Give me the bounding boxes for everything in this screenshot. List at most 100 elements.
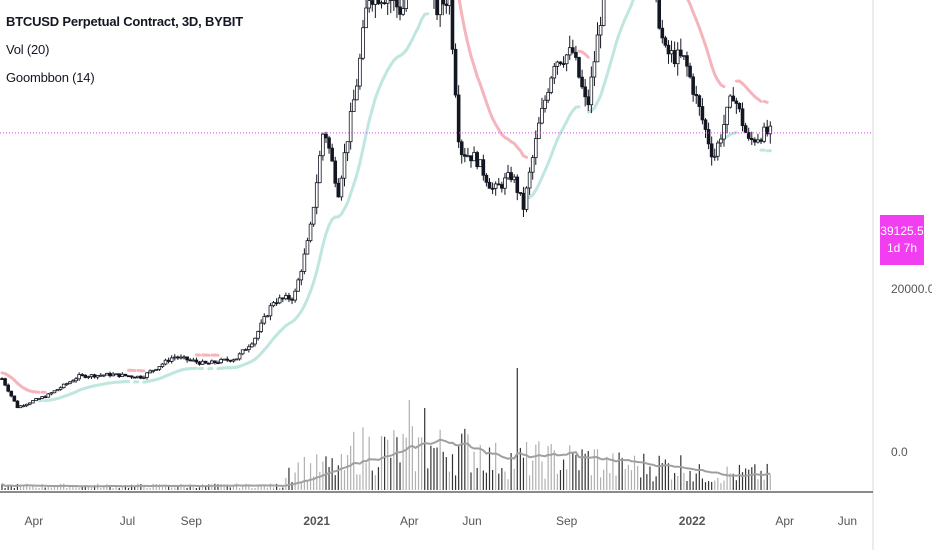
- volume-bar: [726, 466, 728, 490]
- ribbon-segment: [605, 63, 612, 78]
- candle: [293, 288, 297, 303]
- volume-bar: [649, 466, 651, 490]
- volume-bar: [467, 434, 469, 490]
- candle: [237, 352, 242, 361]
- volume-bar: [504, 471, 506, 490]
- candle: [216, 360, 220, 365]
- symbol-title[interactable]: BTCUSD Perpetual Contract, 3D, BYBIT: [6, 14, 243, 29]
- volume-legend[interactable]: Vol (20): [6, 42, 50, 57]
- volume-bar: [266, 487, 268, 490]
- ribbon-segment: [762, 99, 769, 104]
- candle: [388, 0, 393, 14]
- x-tick-label: 2021: [303, 514, 330, 528]
- candle: [379, 0, 384, 9]
- candle: [364, 0, 368, 29]
- volume-bar: [655, 476, 657, 490]
- volume-bar: [448, 471, 450, 490]
- volume-bar: [488, 447, 491, 490]
- ribbon-segment: [469, 54, 476, 68]
- candle: [586, 89, 591, 112]
- volume-bar: [633, 455, 636, 490]
- candle: [762, 122, 766, 144]
- volume-bar: [313, 476, 315, 490]
- x-tick-label: Apr: [775, 514, 794, 528]
- candle: [740, 102, 745, 132]
- volume-bar: [510, 453, 512, 490]
- ribbon-segment: [457, 0, 464, 16]
- volume-bar: [362, 427, 364, 490]
- x-tick-label: Sep: [556, 514, 578, 528]
- candle: [213, 360, 217, 365]
- x-tick-label: Jun: [838, 514, 857, 528]
- volume-bar: [161, 486, 164, 490]
- volume-bar: [670, 479, 673, 490]
- candle: [515, 174, 520, 201]
- candle: [148, 369, 152, 374]
- x-tick-label: Apr: [400, 514, 419, 528]
- candle: [197, 360, 202, 366]
- candle: [669, 40, 674, 63]
- candle: [361, 19, 365, 61]
- ribbon-segment: [358, 147, 365, 165]
- volume-bar: [735, 480, 737, 490]
- candle: [580, 69, 584, 90]
- candle: [250, 342, 254, 348]
- volume-bar: [75, 487, 77, 490]
- candle: [43, 395, 47, 399]
- goombbon-legend[interactable]: Goombbon (14): [6, 70, 95, 85]
- volume-bar: [164, 484, 167, 490]
- ribbon-segment: [346, 192, 353, 205]
- candle: [574, 45, 578, 61]
- volume-bar: [340, 453, 343, 490]
- volume-bar: [208, 484, 210, 490]
- volume-bar: [7, 484, 9, 490]
- volume-bar: [254, 488, 256, 490]
- volume-bar: [121, 487, 123, 490]
- candle: [700, 98, 705, 125]
- candle: [71, 379, 75, 383]
- candle: [333, 156, 338, 188]
- volume-bar: [248, 485, 250, 490]
- volume-bar: [47, 486, 49, 490]
- volume-bar: [627, 464, 629, 490]
- ribbon-segment: [315, 257, 322, 273]
- volume-bar: [90, 487, 93, 490]
- candle: [18, 405, 23, 409]
- volume-bar: [235, 483, 238, 490]
- candle: [89, 374, 94, 379]
- volume-bar: [584, 453, 586, 490]
- candle: [206, 362, 211, 365]
- candle: [126, 375, 131, 378]
- candle: [472, 146, 476, 162]
- volume-bar: [380, 435, 383, 490]
- candle: [438, 0, 442, 27]
- volume-bar: [22, 484, 25, 490]
- volume-bar: [720, 483, 722, 490]
- volume-bar: [637, 465, 639, 490]
- ribbon-segment: [312, 269, 319, 284]
- candle: [521, 186, 526, 217]
- candle: [139, 375, 143, 380]
- candle: [6, 383, 10, 393]
- candle: [595, 22, 600, 63]
- volume-bar: [186, 487, 188, 490]
- x-axis-ticks: AprJulSep2021AprJunSep2022AprJunSep: [25, 514, 932, 528]
- candle: [493, 181, 498, 196]
- candle: [339, 175, 344, 201]
- volume-bar: [643, 453, 645, 490]
- ribbon-segment: [599, 84, 606, 98]
- candle: [129, 375, 134, 379]
- candle: [475, 150, 479, 170]
- candle: [348, 102, 353, 150]
- volume-bar: [143, 486, 145, 490]
- candle: [3, 377, 7, 387]
- ribbon-segment: [349, 182, 356, 196]
- ribbon-segment: [481, 91, 488, 104]
- candle: [697, 94, 702, 116]
- candle: [598, 16, 603, 49]
- candle: [345, 141, 350, 162]
- candle: [271, 300, 276, 308]
- volume-bar: [223, 484, 225, 490]
- candle: [182, 355, 186, 360]
